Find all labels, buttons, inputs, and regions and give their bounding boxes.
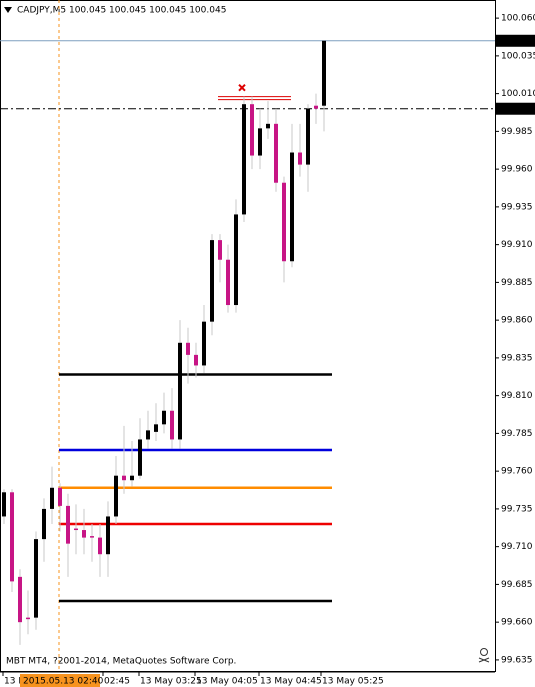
candle-body <box>306 108 310 165</box>
x-tick-label: 13 May 04:05 <box>196 677 258 687</box>
candle-body <box>170 410 174 440</box>
candle-body <box>258 128 262 156</box>
x-tick-label: 13 May 05:25 <box>322 677 384 687</box>
y-tick-label: 99.910 <box>501 240 533 250</box>
y-tick-label: 99.785 <box>501 429 533 439</box>
candle-body <box>266 123 270 129</box>
skull-icon <box>478 648 490 663</box>
candle-body <box>42 508 46 540</box>
candle-body <box>58 487 62 506</box>
candle-body <box>290 152 294 262</box>
y-tick-label: 99.685 <box>501 580 533 590</box>
candle-body <box>146 430 150 440</box>
plot-frame <box>0 0 496 672</box>
time-highlight <box>20 674 100 687</box>
candle-body <box>178 342 182 440</box>
y-tick-label: 100.035 <box>501 51 535 61</box>
candle-body <box>298 152 302 165</box>
y-tick-label: 99.660 <box>501 618 533 628</box>
x-tick-label: 13 May 03:25 <box>140 677 202 687</box>
y-tick-label: 100.010 <box>501 89 535 99</box>
y-tick-label: 99.835 <box>501 353 533 363</box>
y-tick-label: 99.885 <box>501 278 533 288</box>
time-highlight-label: 2015.05.13 02:40 <box>23 677 104 687</box>
y-tick-label: 100.060 <box>501 14 535 24</box>
marker-tag-label: 100.000 <box>501 104 535 114</box>
candle-body <box>10 492 14 582</box>
chart-title: CADJPY,M5 100.045 100.045 100.045 100.04… <box>17 6 226 16</box>
bid-tag <box>496 34 535 47</box>
candle-body <box>106 516 110 555</box>
y-tick-label: 99.710 <box>501 542 533 552</box>
candle-body <box>186 342 190 355</box>
candle-body <box>314 105 318 109</box>
candle-body <box>26 617 30 620</box>
candle-body <box>162 410 166 425</box>
marker-tag <box>496 102 535 115</box>
candle-body <box>242 104 246 215</box>
x-tick-label: 13 M <box>4 677 26 687</box>
stop-cross <box>238 83 246 92</box>
candle-body <box>194 354 198 366</box>
candle-body <box>34 539 38 618</box>
footer: MBT MT4, ?2001-2014, MetaQuotes Software… <box>6 657 236 667</box>
x-tick-label: 02:45 <box>104 677 130 687</box>
candle-body <box>274 123 278 183</box>
candle-body <box>122 475 126 481</box>
candle-body <box>218 240 222 260</box>
candle-body <box>210 240 214 322</box>
y-tick-label: 99.935 <box>501 202 533 212</box>
candle-body <box>114 475 118 517</box>
candle-body <box>234 214 238 306</box>
y-tick-label: 99.985 <box>501 127 533 137</box>
candle-body <box>202 321 206 366</box>
candle-body <box>154 424 158 432</box>
candle-body <box>226 259 230 306</box>
candle-body <box>66 505 70 544</box>
y-tick-label: 99.635 <box>501 655 533 665</box>
menu-icon <box>4 7 12 13</box>
y-tick-label: 99.810 <box>501 391 533 401</box>
candle-body <box>250 104 254 156</box>
x-tick-label: 13 May 04:45 <box>260 677 322 687</box>
candle-body <box>2 492 6 517</box>
candle-body <box>82 530 86 538</box>
candle-body <box>74 528 78 531</box>
candle-body <box>18 576 22 623</box>
candle-body <box>138 439 142 476</box>
candle-body <box>50 487 54 509</box>
candle-body <box>322 40 326 106</box>
y-tick-label: 99.735 <box>501 504 533 514</box>
candle-body <box>130 475 134 481</box>
y-tick-label: 99.960 <box>501 165 533 175</box>
candle-body <box>90 536 94 538</box>
y-tick-label: 99.860 <box>501 316 533 326</box>
bid-tag-label: 100.045 <box>501 36 535 46</box>
candle-body <box>282 182 286 262</box>
y-tick-label: 99.760 <box>501 467 533 477</box>
candle-body <box>98 537 102 555</box>
